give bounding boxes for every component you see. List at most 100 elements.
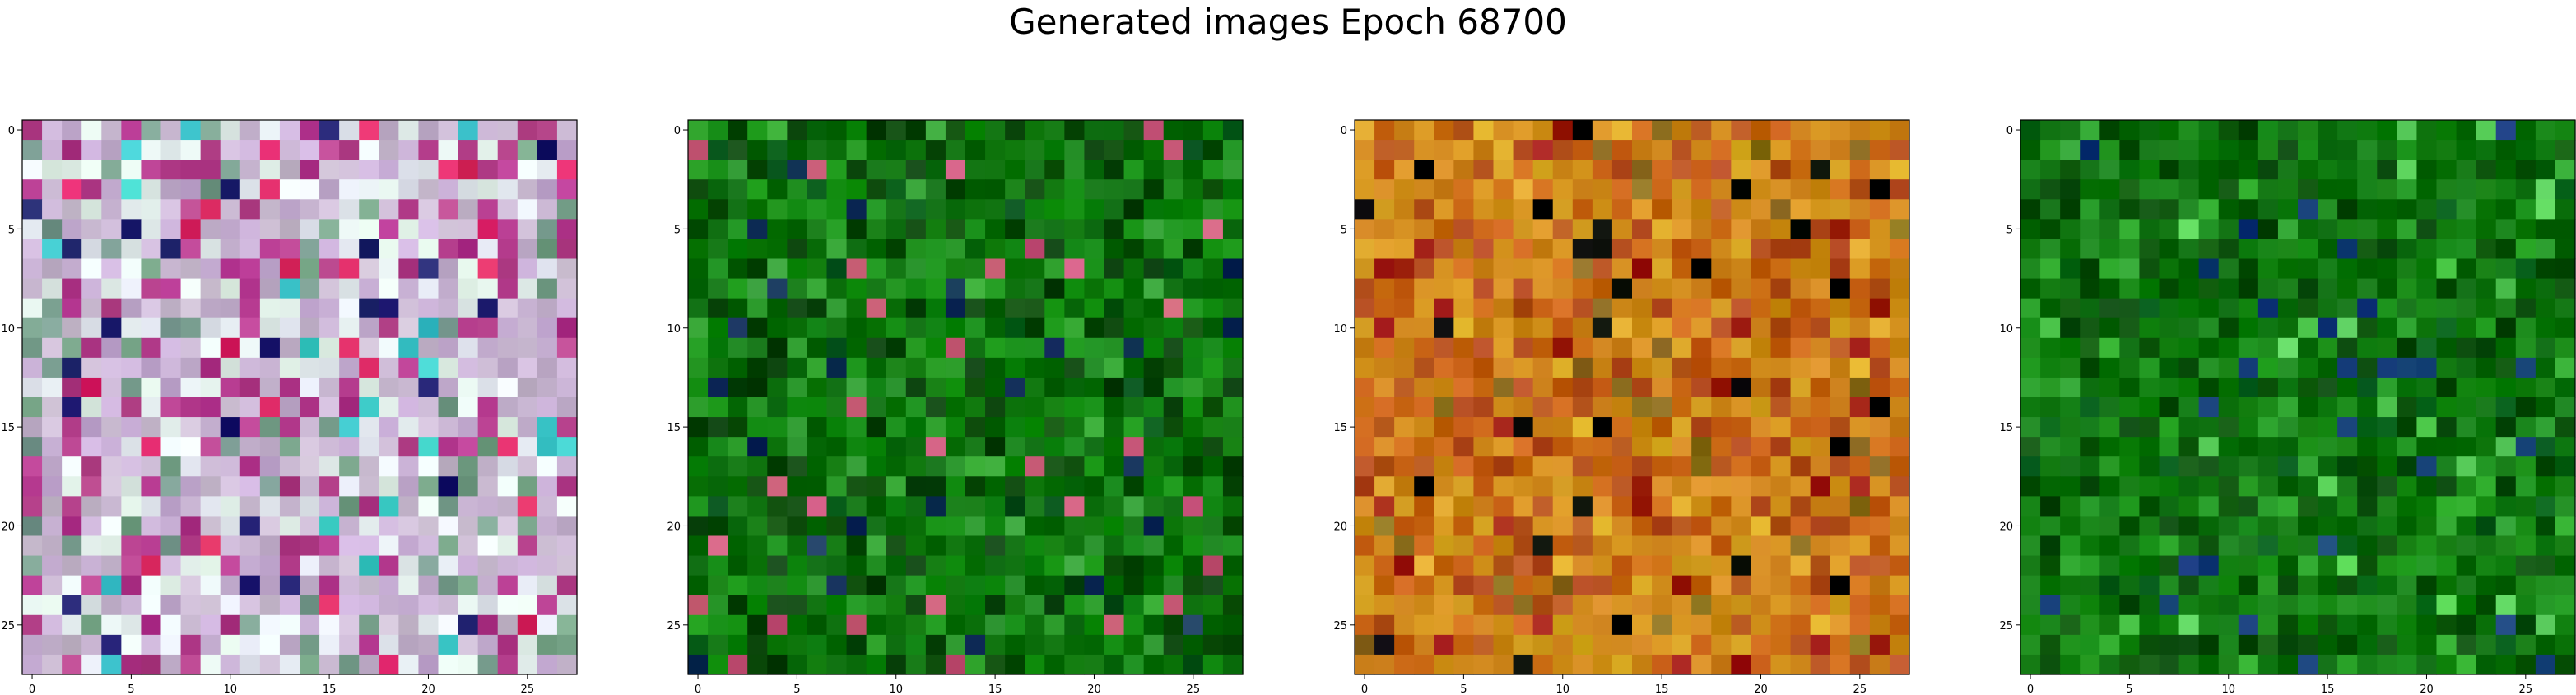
pixel-cell <box>200 278 221 299</box>
pixel-cell <box>905 516 927 537</box>
pixel-cell <box>728 417 748 438</box>
pixel-cell <box>2257 614 2279 636</box>
pixel-cell <box>438 357 459 378</box>
pixel-cell <box>2139 476 2160 497</box>
pixel-cell <box>985 397 1006 418</box>
pixel-cell <box>787 239 808 260</box>
pixel-cell <box>1751 278 1772 299</box>
pixel-cell <box>1025 397 1045 418</box>
pixel-cell <box>1394 120 1415 141</box>
pixel-cell <box>220 298 241 319</box>
pixel-cell <box>1044 595 1065 616</box>
pixel-cell <box>2060 575 2081 596</box>
pixel-cell <box>1532 595 1554 616</box>
pixel-cell <box>1064 437 1086 457</box>
pixel-cell <box>398 219 420 240</box>
pixel-cell <box>1202 634 1224 656</box>
pixel-cell <box>826 239 848 260</box>
pixel-cell <box>1222 535 1244 557</box>
pixel-cell <box>379 595 399 616</box>
pixel-cell <box>2515 298 2536 319</box>
pixel-cell <box>279 535 300 557</box>
pixel-cell <box>945 555 966 577</box>
pixel-cell <box>1552 199 1574 220</box>
pixel-cell <box>2416 199 2438 220</box>
pixel-cell <box>1751 219 1772 240</box>
pixel-cell <box>1025 219 1045 240</box>
pixel-cell <box>1652 496 1672 517</box>
pixel-cell <box>1183 535 1204 557</box>
pixel-cell <box>1889 456 1910 477</box>
pixel-cell <box>2238 298 2259 319</box>
pixel-cell <box>787 634 808 656</box>
pixel-cell <box>121 199 142 220</box>
pixel-cell <box>22 634 43 656</box>
pixel-cell <box>1414 120 1434 141</box>
pixel-cell <box>2318 456 2338 477</box>
pixel-cell <box>477 160 499 180</box>
pixel-cell <box>1672 317 1692 339</box>
pixel-cell <box>2257 120 2279 141</box>
pixel-cell <box>866 496 887 517</box>
pixel-cell <box>101 496 122 517</box>
pixel-cell <box>1163 417 1184 438</box>
pixel-cell <box>1414 634 1434 656</box>
pixel-cell <box>1183 298 1204 319</box>
pixel-cell <box>319 654 340 675</box>
pixel-cell <box>2555 516 2576 537</box>
pixel-cell <box>1810 160 1831 180</box>
pixel-cell <box>458 516 479 537</box>
pixel-cell <box>945 160 966 180</box>
pixel-cell <box>2515 219 2536 240</box>
pixel-cell <box>2238 575 2259 596</box>
pixel-cell <box>807 575 828 596</box>
pixel-cell <box>1473 614 1495 636</box>
pixel-cell <box>2515 535 2536 557</box>
pixel-cell <box>2397 337 2418 359</box>
pixel-cell <box>1202 337 1224 359</box>
pixel-cell <box>537 120 558 141</box>
pixel-cell <box>2456 298 2477 319</box>
pixel-cell <box>2377 437 2397 457</box>
pixel-cell <box>81 337 102 359</box>
pixel-cell <box>259 179 281 200</box>
pixel-cell <box>1355 199 1375 220</box>
pixel-cell <box>1453 555 1475 577</box>
pixel-cell <box>1222 555 1244 577</box>
pixel-cell <box>965 535 986 557</box>
pixel-cell <box>1374 120 1395 141</box>
pixel-cell <box>1632 199 1653 220</box>
pixel-cell <box>1592 476 1613 497</box>
pixel-cell <box>2099 199 2120 220</box>
pixel-cell <box>2159 120 2180 141</box>
pixel-cell <box>1414 140 1434 160</box>
pixel-cell <box>2020 317 2041 339</box>
pixel-cell <box>1632 337 1653 359</box>
pixel-cell <box>418 496 439 517</box>
pixel-cell <box>1025 595 1045 616</box>
pixel-cell <box>2060 317 2081 339</box>
pixel-cell <box>1611 456 1633 477</box>
pixel-cell <box>2040 535 2061 557</box>
pixel-cell <box>2257 654 2279 675</box>
pixel-cell <box>1222 298 1244 319</box>
pixel-cell <box>1611 258 1633 280</box>
pixel-cell <box>1711 654 1732 675</box>
pixel-cell <box>359 417 379 438</box>
pixel-cell <box>1552 120 1574 141</box>
pixel-cell <box>2397 614 2418 636</box>
pixel-cell <box>985 496 1006 517</box>
pixel-cell <box>517 140 538 160</box>
pixel-cell <box>1414 437 1434 457</box>
pixel-cell <box>747 239 768 260</box>
pixel-cell <box>807 516 828 537</box>
pixel-cell <box>2535 595 2556 616</box>
pixel-cell <box>1790 278 1811 299</box>
pixel-cell <box>2080 337 2100 359</box>
pixel-cell <box>1202 476 1224 497</box>
pixel-cell <box>438 535 459 557</box>
pixel-cell <box>2318 120 2338 141</box>
pixel-cell <box>1183 516 1204 537</box>
pixel-cell <box>2020 357 2041 378</box>
pixel-cell <box>1770 555 1792 577</box>
